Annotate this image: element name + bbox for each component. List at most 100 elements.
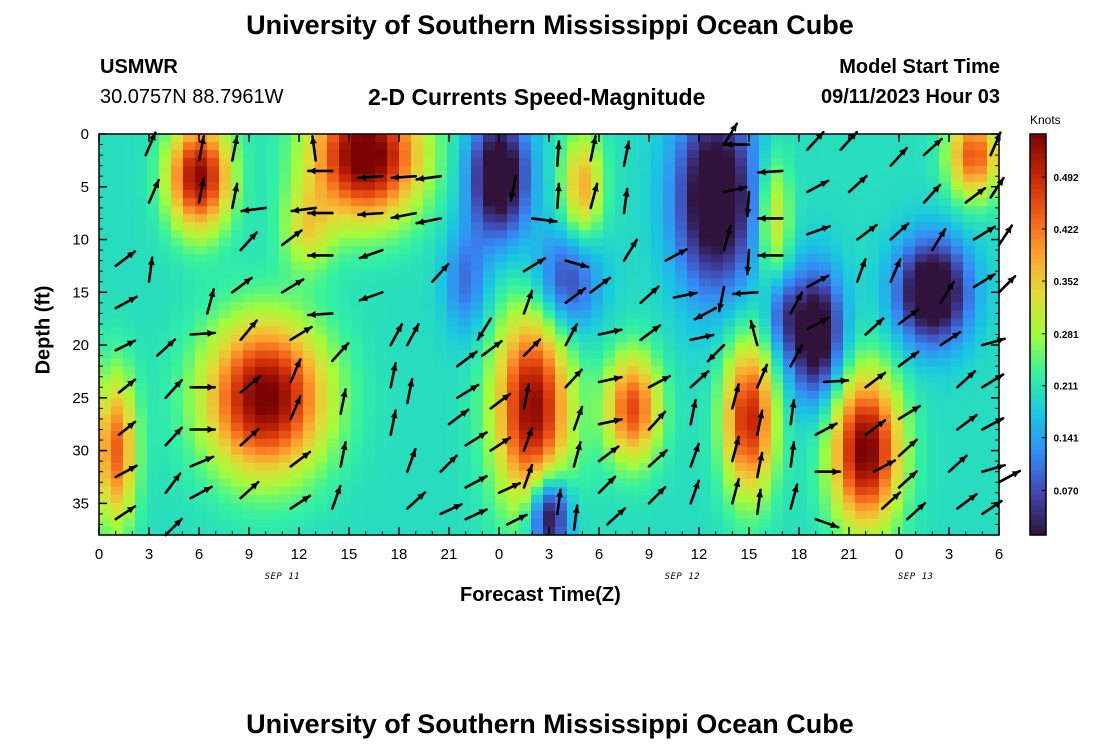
heatmap-cell bbox=[891, 486, 904, 496]
heatmap-cell bbox=[927, 190, 940, 199]
heatmap-cell bbox=[927, 318, 940, 328]
heatmap-cell bbox=[99, 214, 112, 223]
heatmap-cell bbox=[963, 350, 976, 360]
heatmap-cell bbox=[831, 310, 844, 320]
heatmap-cell bbox=[771, 382, 784, 392]
heatmap-cell bbox=[315, 142, 328, 151]
heatmap-cell bbox=[603, 382, 616, 392]
heatmap-cell bbox=[159, 454, 172, 464]
heatmap-cell bbox=[603, 318, 616, 328]
heatmap-cell bbox=[255, 150, 268, 159]
heatmap-cell bbox=[231, 254, 244, 263]
heatmap-cell bbox=[183, 462, 196, 472]
heatmap-cell bbox=[831, 430, 844, 440]
heatmap-cell bbox=[975, 254, 988, 263]
heatmap-cell bbox=[183, 222, 196, 231]
heatmap-cell bbox=[375, 398, 388, 408]
heatmap-cell bbox=[447, 214, 460, 223]
heatmap-cell bbox=[855, 150, 868, 159]
heatmap-cell bbox=[543, 502, 556, 512]
heatmap-cell bbox=[975, 342, 988, 352]
heatmap-cell bbox=[99, 230, 112, 239]
heatmap-cell bbox=[819, 390, 832, 400]
heatmap-cell bbox=[675, 374, 688, 384]
heatmap-cell bbox=[267, 270, 280, 279]
heatmap-cell bbox=[279, 390, 292, 400]
heatmap-cell bbox=[171, 206, 184, 215]
heatmap-cell bbox=[459, 414, 472, 424]
heatmap-cell bbox=[735, 318, 748, 328]
heatmap-cell bbox=[795, 510, 808, 520]
heatmap-cell bbox=[207, 350, 220, 360]
heatmap-cell bbox=[159, 358, 172, 368]
heatmap-cell bbox=[591, 254, 604, 263]
heatmap-cell bbox=[339, 494, 352, 504]
heatmap-cell bbox=[507, 246, 520, 255]
heatmap-cell bbox=[627, 206, 640, 215]
heatmap-cell bbox=[219, 342, 232, 352]
heatmap-cell bbox=[591, 478, 604, 488]
heatmap-cell bbox=[747, 190, 760, 199]
heatmap-cell bbox=[291, 142, 304, 151]
heatmap-cell bbox=[723, 358, 736, 368]
heatmap-cell bbox=[327, 238, 340, 247]
heatmap-cell bbox=[627, 486, 640, 496]
heatmap-cell bbox=[807, 350, 820, 360]
heatmap-cell bbox=[939, 390, 952, 400]
heatmap-cell bbox=[183, 190, 196, 199]
heatmap-cell bbox=[195, 206, 208, 215]
current-arrow bbox=[464, 508, 488, 521]
heatmap-cell bbox=[315, 526, 328, 536]
heatmap-cell bbox=[171, 150, 184, 159]
heatmap-cell bbox=[495, 294, 508, 304]
current-arrow bbox=[489, 436, 512, 452]
heatmap-cell bbox=[627, 382, 640, 392]
heatmap-cell bbox=[315, 222, 328, 231]
heatmap-cell bbox=[627, 326, 640, 336]
heatmap-cell bbox=[735, 134, 748, 143]
heatmap-cell bbox=[387, 326, 400, 336]
heatmap-cell bbox=[747, 486, 760, 496]
heatmap-cell bbox=[555, 478, 568, 488]
heatmap-cell bbox=[543, 486, 556, 496]
heatmap-cell bbox=[399, 406, 412, 416]
heatmap-cell bbox=[459, 262, 472, 271]
heatmap-cell bbox=[747, 150, 760, 159]
heatmap-cell bbox=[99, 430, 112, 440]
heatmap-cell bbox=[975, 310, 988, 320]
heatmap-cell bbox=[267, 230, 280, 239]
heatmap-cell bbox=[363, 158, 376, 167]
heatmap-cell bbox=[687, 150, 700, 159]
heatmap-cell bbox=[843, 334, 856, 344]
heatmap-cell bbox=[663, 270, 676, 279]
heatmap-cell bbox=[831, 190, 844, 199]
heatmap-cell bbox=[183, 310, 196, 320]
heatmap-cell bbox=[351, 238, 364, 247]
heatmap-cell bbox=[687, 398, 700, 408]
heatmap-cell bbox=[711, 406, 724, 416]
heatmap-cell bbox=[819, 494, 832, 504]
heatmap-cell bbox=[663, 382, 676, 392]
heatmap-cell bbox=[387, 294, 400, 304]
heatmap-cell bbox=[699, 222, 712, 231]
heatmap-cell bbox=[591, 286, 604, 295]
heatmap-cell bbox=[351, 342, 364, 352]
current-arrow bbox=[390, 173, 418, 181]
heatmap-cell bbox=[411, 398, 424, 408]
heatmap-cell bbox=[399, 470, 412, 480]
heatmap-cell bbox=[831, 270, 844, 279]
heatmap-cell bbox=[759, 286, 772, 295]
heatmap-cell bbox=[819, 150, 832, 159]
heatmap-cell bbox=[363, 414, 376, 424]
heatmap-cell bbox=[327, 398, 340, 408]
heatmap-cell bbox=[123, 310, 136, 320]
heatmap-cell bbox=[879, 174, 892, 183]
heatmap-cell bbox=[147, 422, 160, 432]
heatmap-cell bbox=[795, 398, 808, 408]
heatmap-cell bbox=[963, 470, 976, 480]
heatmap-cell bbox=[507, 286, 520, 295]
heatmap-cell bbox=[435, 166, 448, 175]
heatmap-cell bbox=[291, 494, 304, 504]
heatmap-cell bbox=[543, 246, 556, 255]
heatmap-cell bbox=[687, 326, 700, 336]
